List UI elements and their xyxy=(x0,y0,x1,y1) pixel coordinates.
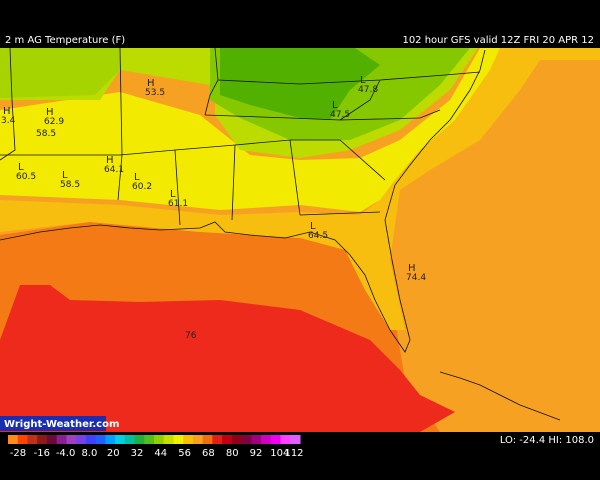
scale-swatch xyxy=(241,435,252,444)
scale-swatch xyxy=(202,435,213,444)
scale-label: 68 xyxy=(202,448,215,459)
brand-box xyxy=(0,416,106,431)
scale-swatch xyxy=(134,435,145,444)
center-value: 47.5 xyxy=(330,110,350,120)
scale-swatch xyxy=(222,435,233,444)
scale-swatch xyxy=(17,435,28,444)
scale-label: 20 xyxy=(107,448,120,459)
scale-label: 56 xyxy=(178,448,191,459)
brand: Wright-Weather.com xyxy=(4,419,119,430)
scale-swatch xyxy=(115,435,126,444)
center-symbol: H xyxy=(3,106,11,117)
center-symbol: H xyxy=(106,155,114,166)
scale-swatch xyxy=(8,435,19,444)
scale-swatch xyxy=(37,435,48,444)
map-title: 2 m AG Temperature (F) xyxy=(5,35,125,46)
scale-label: -28 xyxy=(10,448,26,459)
scale-label: 8.0 xyxy=(81,448,97,459)
center-symbol: H xyxy=(147,78,155,89)
scale-swatch xyxy=(231,435,243,444)
center-symbol: L xyxy=(360,75,366,86)
center-value: 64.5 xyxy=(308,231,328,241)
scale-swatch xyxy=(192,435,204,444)
center-symbol: L xyxy=(170,189,176,200)
center-value: 58.5 xyxy=(60,180,80,190)
center-value: 3.4 xyxy=(1,116,16,126)
center-symbol: L xyxy=(134,172,140,183)
scale-label: 32 xyxy=(131,448,144,459)
center-symbol: L xyxy=(332,100,338,111)
scale-swatch xyxy=(105,435,116,444)
scale-swatch xyxy=(212,435,223,444)
scale-swatch xyxy=(66,435,77,444)
center-value: 60.2 xyxy=(132,182,152,192)
scale-swatch xyxy=(27,435,38,444)
center-symbol: L xyxy=(18,162,24,173)
center-value: 61.1 xyxy=(168,199,188,209)
scale-swatch xyxy=(280,435,291,444)
contour-value: 76 xyxy=(185,331,197,341)
contour-value: 58.5 xyxy=(36,129,56,139)
center-symbol: H xyxy=(46,107,54,118)
range: LO: -24.4 HI: 108.0 xyxy=(500,435,594,446)
scale-swatch xyxy=(76,435,87,444)
run-info: 102 hour GFS valid 12Z FRI 20 APR 12 xyxy=(402,35,594,46)
scale-swatch xyxy=(163,435,174,444)
scale-swatch xyxy=(144,435,155,444)
scale-swatch xyxy=(251,435,262,444)
center-value: 53.5 xyxy=(145,88,165,98)
scale-label: 112 xyxy=(284,448,303,459)
center-symbol: L xyxy=(310,221,316,232)
scale-label: -4.0 xyxy=(56,448,76,459)
center-value: 74.4 xyxy=(406,273,426,283)
center-value: 64.1 xyxy=(104,165,124,175)
scale-label: 92 xyxy=(250,448,263,459)
scale-swatch xyxy=(270,435,282,444)
scale-label: -16 xyxy=(34,448,50,459)
scale-swatch xyxy=(95,435,106,444)
scale-label: 104 xyxy=(270,448,289,459)
scale-swatch xyxy=(173,435,184,444)
scale-swatch xyxy=(154,435,165,444)
center-value: 60.5 xyxy=(16,172,36,182)
scale-swatch xyxy=(124,435,136,444)
center-value: 62.9 xyxy=(44,117,64,127)
scale-label: 80 xyxy=(226,448,239,459)
scale-label: 44 xyxy=(154,448,167,459)
center-symbol: L xyxy=(62,170,68,181)
boundaries xyxy=(0,47,561,421)
scale-swatch xyxy=(85,435,97,444)
temperature-field xyxy=(0,48,600,432)
center-symbol: H xyxy=(408,263,416,274)
scale-swatch xyxy=(261,435,272,444)
scale-swatch xyxy=(46,435,58,444)
scale-swatch xyxy=(183,435,194,444)
scale-swatch xyxy=(290,435,301,444)
scale-swatch xyxy=(56,435,67,444)
center-value: 47.8 xyxy=(358,85,378,95)
